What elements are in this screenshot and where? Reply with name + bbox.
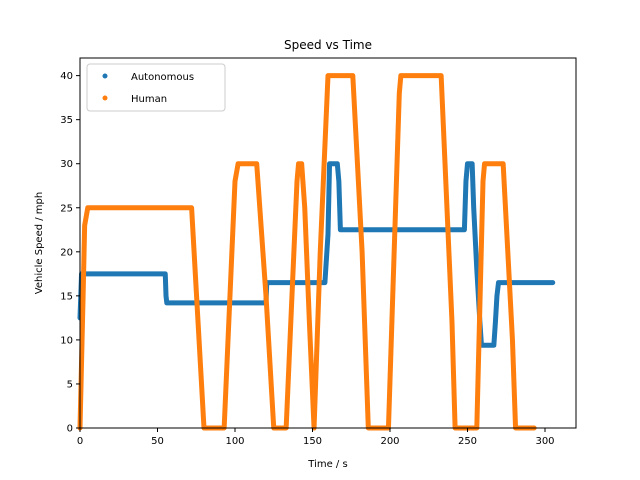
chart-title: Speed vs Time: [284, 38, 372, 52]
y-tick-label: 15: [60, 291, 73, 302]
y-tick-label: 10: [60, 335, 73, 346]
legend: Autonomous Human: [86, 63, 226, 112]
y-tick-label: 25: [60, 203, 73, 214]
x-tick-label: 300: [535, 436, 554, 447]
x-tick-label: 150: [303, 436, 322, 447]
x-tick-label: 250: [458, 436, 477, 447]
y-tick-label: 0: [67, 424, 73, 435]
x-tick-label: 0: [77, 436, 83, 447]
series-autonomous: [77, 161, 556, 348]
y-axis-title: Vehicle Speed / mph: [34, 192, 45, 294]
legend-label-autonomous: Autonomous: [131, 72, 194, 83]
x-tick-label: 50: [151, 436, 164, 447]
y-axis: 0 5 10 15 20 25 30 35 40: [60, 71, 80, 435]
x-axis: 0 50 100 150 200 250 300: [77, 428, 555, 447]
y-tick-label: 30: [60, 159, 73, 170]
y-tick-label: 5: [67, 379, 73, 390]
legend-marker-autonomous: [102, 73, 108, 79]
y-tick-label: 20: [60, 247, 73, 258]
plot-frame: [79, 57, 577, 429]
legend-marker-human: [102, 95, 108, 101]
legend-label-human: Human: [131, 94, 167, 105]
legend-box: [86, 63, 226, 112]
x-axis-title: Time / s: [307, 459, 347, 470]
x-tick-label: 200: [380, 436, 399, 447]
x-tick-label: 100: [225, 436, 244, 447]
y-tick-label: 35: [60, 115, 73, 126]
y-tick-label: 40: [60, 71, 73, 82]
